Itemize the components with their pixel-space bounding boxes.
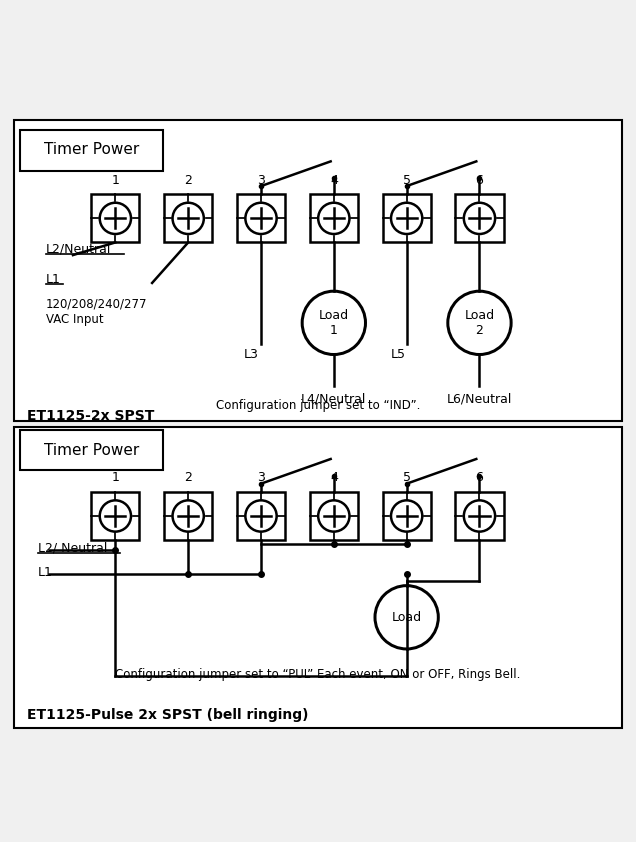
Text: L2/ Neutral: L2/ Neutral [38,541,107,555]
FancyBboxPatch shape [20,430,163,471]
FancyBboxPatch shape [14,120,622,421]
Text: 5: 5 [403,173,411,187]
Circle shape [318,500,349,531]
Circle shape [100,203,131,234]
FancyBboxPatch shape [164,195,212,242]
Text: Load: Load [392,610,422,624]
Text: 4: 4 [330,173,338,187]
Text: 1: 1 [111,472,120,484]
Text: Timer Power: Timer Power [45,142,139,157]
Text: L1: L1 [38,567,53,579]
Text: ET1125-2x SPST: ET1125-2x SPST [27,409,154,423]
FancyBboxPatch shape [237,195,285,242]
Text: Timer Power: Timer Power [45,443,139,458]
Circle shape [464,500,495,531]
FancyBboxPatch shape [14,428,622,728]
Text: Configuration jumper set to “PUL” Each event, ON or OFF, Rings Bell.: Configuration jumper set to “PUL” Each e… [115,668,521,681]
Text: L5: L5 [391,349,405,361]
Text: 3: 3 [257,472,265,484]
Text: Load
1: Load 1 [319,309,349,337]
Circle shape [391,203,422,234]
Text: 1: 1 [111,173,120,187]
Circle shape [391,500,422,531]
FancyBboxPatch shape [383,195,431,242]
Text: 2: 2 [184,173,192,187]
Text: L3: L3 [244,349,259,361]
FancyBboxPatch shape [237,492,285,540]
FancyBboxPatch shape [310,492,358,540]
FancyBboxPatch shape [92,492,139,540]
Text: VAC Input: VAC Input [46,312,103,326]
Text: 6: 6 [476,173,483,187]
Circle shape [375,586,438,649]
Circle shape [245,203,277,234]
Text: Load
2: Load 2 [464,309,495,337]
Circle shape [245,500,277,531]
Text: 120/208/240/277: 120/208/240/277 [46,297,147,311]
FancyBboxPatch shape [164,492,212,540]
Text: 3: 3 [257,173,265,187]
Text: 4: 4 [330,472,338,484]
FancyBboxPatch shape [310,195,358,242]
Text: 5: 5 [403,472,411,484]
Text: 2: 2 [184,472,192,484]
Text: L6/Neutral: L6/Neutral [446,392,512,406]
Circle shape [318,203,349,234]
FancyBboxPatch shape [455,492,504,540]
Circle shape [448,291,511,354]
FancyBboxPatch shape [20,130,163,171]
FancyBboxPatch shape [455,195,504,242]
Text: ET1125-Pulse 2x SPST (bell ringing): ET1125-Pulse 2x SPST (bell ringing) [27,708,308,722]
Text: L4/Neutral: L4/Neutral [301,392,366,406]
Text: L2/Neutral: L2/Neutral [46,242,111,256]
FancyBboxPatch shape [92,195,139,242]
FancyBboxPatch shape [383,492,431,540]
Circle shape [302,291,366,354]
Circle shape [172,500,204,531]
Text: Configuration jumper set to “IND”.: Configuration jumper set to “IND”. [216,399,420,412]
Text: 6: 6 [476,472,483,484]
Text: L1: L1 [46,273,60,285]
Circle shape [100,500,131,531]
Circle shape [464,203,495,234]
Circle shape [172,203,204,234]
